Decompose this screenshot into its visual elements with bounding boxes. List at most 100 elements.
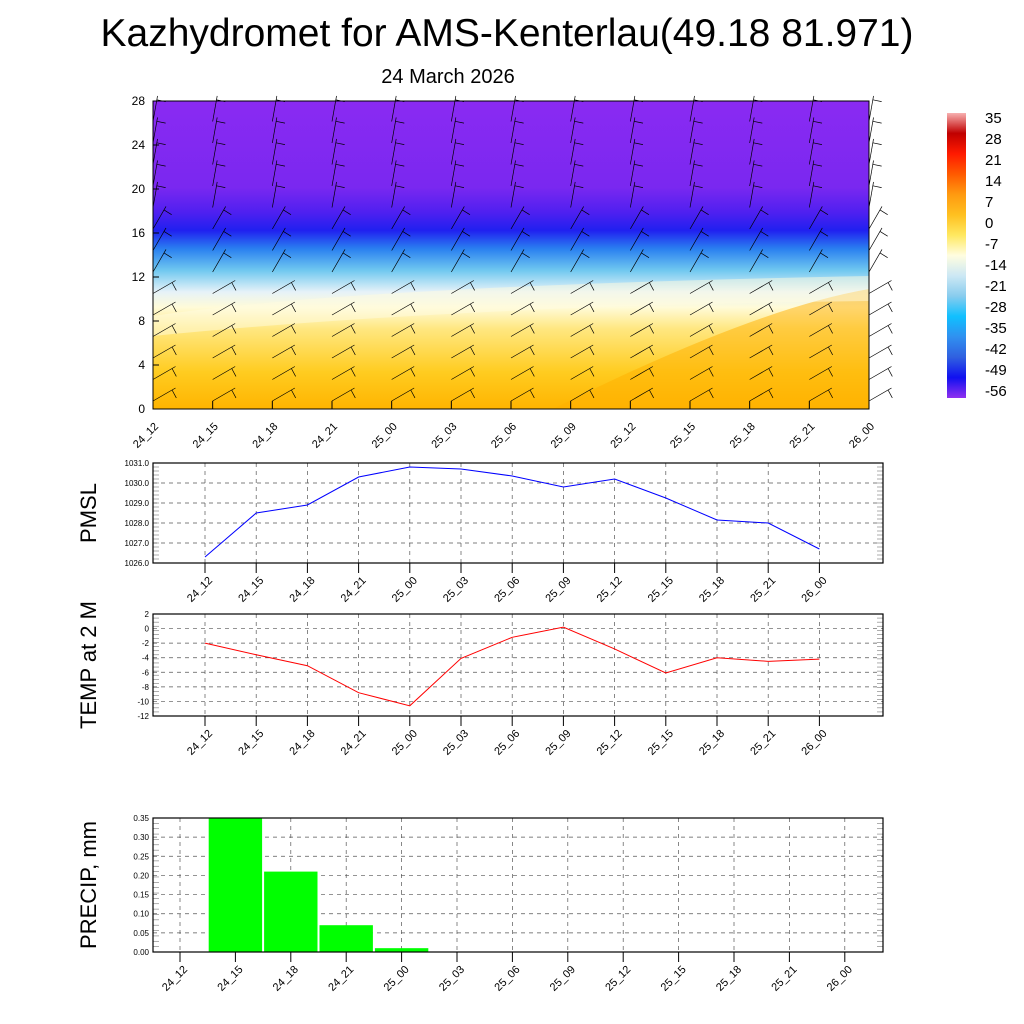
y-tick-label: 20: [132, 182, 146, 196]
x-tick-label: 24_18: [287, 575, 317, 605]
wind-barb-flag: [693, 185, 703, 188]
wind-barb-flag: [171, 282, 177, 291]
wind-barb-flag: [768, 303, 774, 313]
wind-barb: [868, 323, 892, 337]
wind-barb-flag: [276, 163, 286, 167]
precip-bar: [374, 948, 429, 952]
colorbar: 35 28 21 14 7 0 -7 -14 -21 -28 -35 -42 -49 -56: [947, 110, 1007, 400]
wind-barb-flag: [813, 142, 823, 145]
x-tick-label: 25_12: [603, 964, 633, 994]
wind-barb-flag: [828, 346, 833, 356]
colorbar-label: -42: [985, 341, 1007, 358]
wind-barb-flag: [753, 185, 763, 188]
wind-barb-flag: [828, 368, 833, 377]
wind-barb-flag: [156, 120, 166, 124]
wind-barb-flag: [887, 325, 893, 334]
wind-barb-flag: [649, 389, 654, 399]
wind-barb-flag: [402, 252, 411, 258]
wind-barb-flag: [529, 368, 535, 377]
series-line: [204, 626, 820, 707]
wind-barb-flag: [455, 185, 465, 188]
wind-barb-flag: [529, 303, 535, 313]
wind-barb-flag: [455, 120, 465, 124]
x-tick-label: 25_03: [441, 575, 471, 605]
y-axis-label: PRECIP, mm: [76, 821, 101, 949]
colorbar-label: 21: [985, 152, 1002, 169]
wind-barb-flag: [887, 282, 893, 291]
wind-barb-flag: [708, 346, 714, 356]
wind-barb-flag: [163, 252, 172, 258]
y-tick-label: 0: [145, 625, 150, 634]
colorbar-label: -49: [985, 362, 1007, 379]
x-tick-label: 24_21: [310, 421, 340, 451]
wind-barb: [868, 301, 892, 316]
series-line: [204, 466, 820, 558]
wind-barb-flag: [521, 209, 530, 215]
wind-barb-flag: [514, 185, 524, 188]
y-tick-label: 1030.0: [125, 479, 150, 488]
wind-barb-flag: [291, 282, 296, 291]
colorbar-label: -21: [985, 278, 1007, 295]
wind-barb-flag: [760, 231, 769, 237]
x-tick-label: 25_03: [437, 964, 467, 994]
wind-barb-flag: [171, 368, 177, 377]
wind-barb-flag: [574, 185, 584, 188]
wind-barb-flag: [291, 368, 296, 377]
wind-barb: [868, 206, 883, 230]
wind-barb-flag: [462, 231, 471, 237]
wind-barb-flag: [350, 303, 356, 313]
wind-barb-flag: [879, 252, 888, 258]
wind-barb-flag: [462, 252, 471, 258]
wind-barb: [868, 117, 874, 144]
x-tick-label: 25_18: [714, 964, 744, 994]
x-tick-label: 25_06: [492, 964, 522, 994]
wind-barb: [868, 95, 874, 122]
wind-barb-flag: [156, 142, 166, 145]
wind-barb-flag: [335, 185, 345, 188]
x-tick-label: 25_09: [543, 575, 573, 605]
wind-barb-flag: [291, 389, 296, 399]
wind-barb-flag: [641, 231, 650, 237]
y-tick-label: 2: [145, 610, 150, 619]
wind-barb-flag: [708, 303, 714, 313]
x-tick-label: 25_03: [429, 421, 459, 451]
wind-barb-flag: [410, 282, 416, 291]
wind-barb-flag: [231, 282, 237, 291]
wind-barb-flag: [820, 252, 829, 258]
wind-barb-flag: [156, 185, 166, 188]
wind-barb-flag: [350, 325, 356, 334]
x-tick-label: 25_21: [748, 728, 778, 758]
wind-barb-flag: [574, 163, 584, 167]
wind-barb: [868, 344, 892, 359]
pmsl-panel: 1026.0 1027.0 1028.0 1029.0 1030.0 1031.0 24_1…: [76, 459, 884, 605]
wind-barb-flag: [342, 209, 351, 215]
wind-barb-flag: [231, 368, 237, 377]
wind-barb-flag: [216, 163, 226, 167]
wind-barb-flag: [820, 209, 829, 215]
x-tick-label: 25_00: [382, 964, 412, 994]
wind-barb-flag: [589, 303, 595, 313]
x-tick-label: 25_00: [390, 575, 420, 605]
x-tick-label: 25_21: [769, 964, 799, 994]
wind-barb-flag: [700, 252, 709, 258]
wind-barb-flag: [529, 389, 535, 399]
x-tick-label: 24_15: [236, 575, 266, 605]
colorbar-gradient: [947, 113, 966, 398]
x-tick-label: 24_18: [250, 421, 280, 451]
wind-barb-flag: [693, 163, 703, 167]
wind-barb: [868, 227, 883, 251]
wind-barb-flag: [581, 209, 590, 215]
wind-barb-flag: [872, 99, 882, 102]
wind-barb-flag: [470, 368, 475, 377]
wind-barb-flag: [649, 282, 654, 291]
wind-barb-flag: [581, 252, 590, 258]
y-tick-label: -8: [142, 683, 150, 692]
y-tick-label: 28: [132, 94, 146, 108]
x-tick-label: 25_18: [697, 575, 727, 605]
x-tick-label: 25_15: [646, 575, 676, 605]
colorbar-label: 14: [985, 173, 1002, 190]
x-tick-label: 25_12: [608, 421, 638, 451]
wind-barb-flag: [171, 325, 177, 334]
wind-barb-flag: [335, 163, 345, 167]
wind-barb-flag: [283, 209, 292, 215]
